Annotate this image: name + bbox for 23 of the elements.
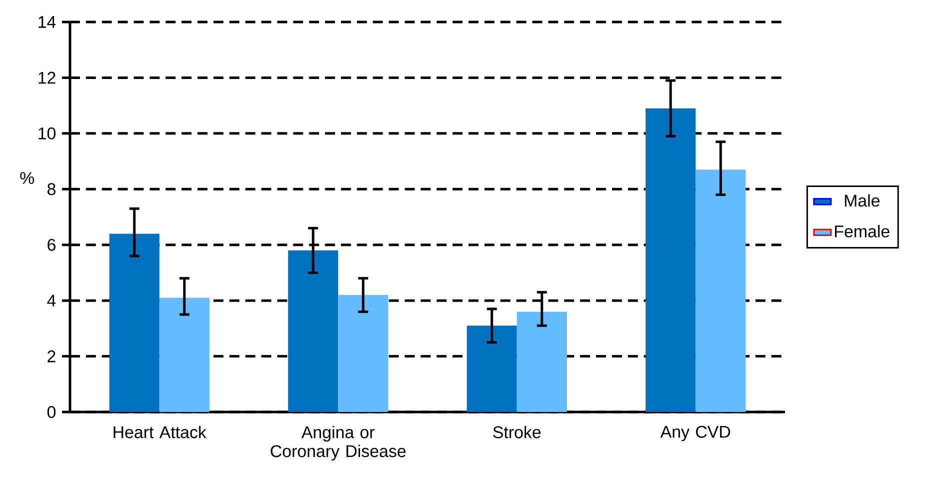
bar [338, 295, 388, 412]
y-tick-label: 12 [38, 72, 56, 84]
x-tick-label: Heart Attack [114, 426, 206, 438]
y-tick-label: 8 [48, 183, 56, 196]
x-tick-label: Stroke [493, 426, 541, 438]
bar [109, 234, 160, 412]
y-tick-label: 4 [47, 294, 56, 306]
y-tick-label: 2 [48, 350, 56, 362]
y-axis-title: % [20, 172, 34, 184]
bar [466, 326, 517, 412]
y-tick-label: 14 [38, 16, 56, 28]
y-tick-label: 0 [47, 406, 56, 418]
legend-label: Female [835, 224, 890, 238]
bar [159, 298, 210, 412]
bar [288, 250, 338, 412]
y-tick-label: 6 [48, 238, 56, 251]
legend-label: Male [844, 194, 880, 207]
y-tick-label: 10 [38, 127, 56, 140]
bar [646, 108, 696, 412]
x-tick-label: Angina or Coronary Disease [270, 426, 406, 461]
bar [696, 170, 746, 412]
bar [516, 312, 567, 412]
x-tick-label: Any CVD [660, 426, 730, 442]
